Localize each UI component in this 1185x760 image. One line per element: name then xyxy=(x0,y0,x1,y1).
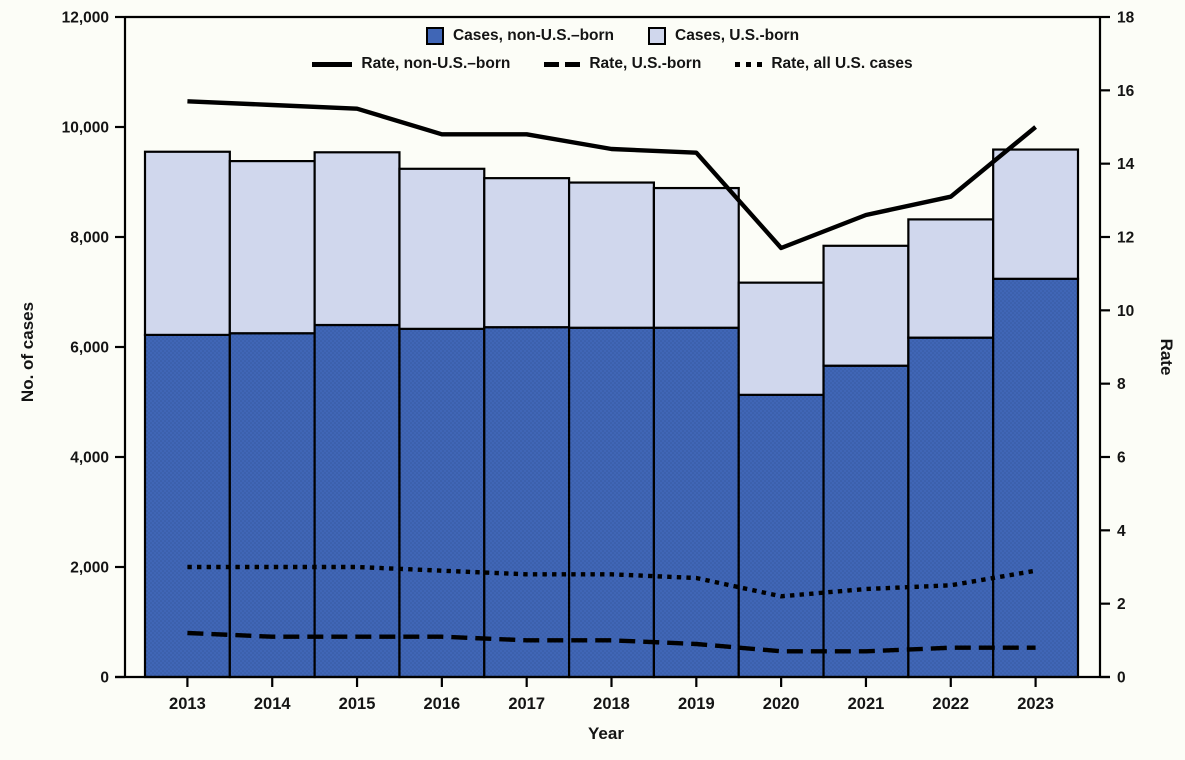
bar-2016-us-born xyxy=(398,167,486,330)
bar-2021-us-born xyxy=(822,244,910,367)
x-axis-tick-label: 2015 xyxy=(339,695,376,713)
solid-line-icon xyxy=(312,61,353,67)
legend-item-cases-us-born: Cases, U.S.-born xyxy=(648,27,799,45)
cases-us-born-swatch-icon xyxy=(648,27,667,45)
left-axis-tick-label: 12,000 xyxy=(62,10,109,27)
bar-2013-non-us-born xyxy=(143,333,231,679)
bar-2017-non-us-born xyxy=(483,326,571,679)
right-axis-tick-label: 6 xyxy=(1117,450,1126,467)
x-axis-title: Year xyxy=(588,724,624,743)
left-axis-title: No. of cases xyxy=(18,301,37,403)
bar-2018-non-us-born xyxy=(567,326,656,679)
bar-2013-us-born xyxy=(143,150,231,336)
right-axis-tick-label: 8 xyxy=(1117,376,1126,393)
bar-2014-non-us-born xyxy=(228,332,316,679)
right-axis-tick-label: 18 xyxy=(1117,10,1135,27)
bar-2019-non-us-born xyxy=(652,326,740,679)
x-axis-tick-label: 2023 xyxy=(1017,695,1054,713)
legend-item-rate-all-us-cases: Rate, all U.S. cases xyxy=(735,55,913,73)
x-axis: 2013 2014 2015 2016 2017 2018 2019 2020 2021 2022… xyxy=(169,677,1054,713)
right-axis: 0 2 4 6 8 10 12 14 16 18 xyxy=(1100,10,1135,687)
legend-label-rate-us-born: Rate, U.S.-born xyxy=(589,55,702,72)
right-axis-tick-label: 12 xyxy=(1117,230,1134,247)
rate-line-dashed xyxy=(187,630,1036,654)
left-axis-tick-label: 6,000 xyxy=(70,340,109,357)
legend-label-rate-non-us-born: Rate, non-U.S.–born xyxy=(361,55,511,72)
left-axis-tick-label: 2,000 xyxy=(70,560,109,577)
x-axis-tick-label: 2016 xyxy=(424,695,461,713)
bar-2020-non-us-born xyxy=(737,393,825,679)
left-axis-tick-label: 10,000 xyxy=(62,120,109,137)
left-axis-tick-label: 0 xyxy=(100,670,109,687)
bar-2022-us-born xyxy=(907,218,995,339)
cases-non-us-born-swatch-icon xyxy=(425,27,444,45)
right-axis-tick-label: 4 xyxy=(1117,523,1126,540)
bar-2023-non-us-born xyxy=(992,277,1080,679)
bar-2019-us-born xyxy=(652,186,740,329)
bar-2017-us-born xyxy=(483,177,571,329)
bar-2015-non-us-born xyxy=(313,323,401,679)
rate-line-solid xyxy=(187,99,1037,251)
right-axis-tick-label: 16 xyxy=(1117,83,1135,100)
left-axis: 0 2,000 4,000 6,000 8,000 10,000 12,000 xyxy=(62,10,125,687)
right-axis-tick-label: 14 xyxy=(1117,156,1135,173)
legend-label-cases-non-us-born: Cases, non-U.S.–born xyxy=(452,27,615,44)
legend-item-cases-non-us-born: Cases, non-U.S.–born xyxy=(425,27,615,45)
legend-row-bars: Cases, non-U.S.–born Cases, U.S.-born xyxy=(425,27,799,45)
x-axis-tick-label: 2013 xyxy=(169,695,206,713)
x-axis-tick-label: 2020 xyxy=(763,695,800,713)
x-axis-tick-label: 2018 xyxy=(593,695,630,713)
legend-row-lines: Rate, non-U.S.–born Rate, U.S.-born Rate… xyxy=(312,55,913,73)
x-axis-tick-label: 2014 xyxy=(254,695,292,713)
left-axis-tick-label: 4,000 xyxy=(70,450,109,467)
dotted-line-icon xyxy=(735,61,763,67)
dashed-line-icon xyxy=(544,61,581,67)
legend: Cases, non-U.S.–born Cases, U.S.-born Ra… xyxy=(125,27,1100,73)
right-axis-tick-label: 2 xyxy=(1117,596,1126,613)
x-axis-tick-label: 2019 xyxy=(678,695,715,713)
bar-2021-non-us-born xyxy=(822,364,910,679)
bar-2018-us-born xyxy=(567,181,656,329)
x-axis-tick-label: 2022 xyxy=(932,695,969,713)
right-axis-tick-label: 10 xyxy=(1117,303,1134,320)
bar-2023-us-born xyxy=(992,148,1080,280)
x-axis-tick-label: 2017 xyxy=(508,695,545,713)
bars-group xyxy=(143,148,1080,679)
legend-label-cases-us-born: Cases, U.S.-born xyxy=(675,27,800,44)
right-axis-title: Rate xyxy=(1157,338,1176,376)
x-axis-tick-label: 2021 xyxy=(848,695,885,713)
bar-2015-us-born xyxy=(313,151,401,327)
rate-line-dotted xyxy=(187,564,1036,599)
bar-2022-non-us-born xyxy=(907,336,995,679)
bar-2020-us-born xyxy=(737,281,825,396)
legend-item-rate-us-born: Rate, U.S.-born xyxy=(544,55,701,73)
legend-item-rate-non-us-born: Rate, non-U.S.–born xyxy=(312,55,510,73)
right-axis-tick-label: 0 xyxy=(1117,670,1126,687)
bar-2016-non-us-born xyxy=(398,327,486,679)
left-axis-tick-label: 8,000 xyxy=(70,230,109,247)
legend-label-rate-all-us-cases: Rate, all U.S. cases xyxy=(771,55,913,72)
bar-2014-us-born xyxy=(228,160,316,335)
